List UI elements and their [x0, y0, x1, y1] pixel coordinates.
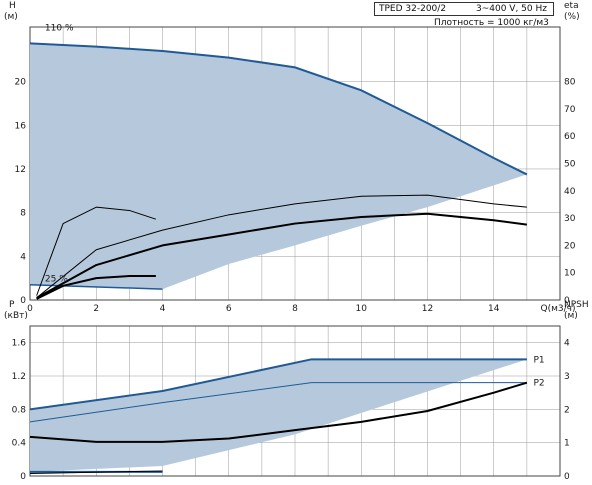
speed-min-label: 25 %: [45, 274, 68, 284]
head-x-tick-5: 10: [356, 304, 368, 314]
head-x-tick-3: 6: [226, 304, 232, 314]
head-series-eta-low: [36, 274, 156, 300]
power-series-low-inner: [29, 470, 163, 474]
pump-model: TPED 32-200/2: [379, 4, 447, 14]
head-max-curve: [29, 42, 528, 176]
info-box: TPED 32-200/2 3~400 V, 50 Hz: [374, 2, 554, 16]
head-y-tick-3: 12: [15, 165, 26, 175]
head-y2-tick-3: 30: [564, 214, 576, 224]
head-y-tick-0: 0: [20, 296, 26, 306]
head-y2-tick-5: 50: [564, 160, 576, 170]
power-series-p2: [29, 381, 528, 443]
power-y2-unit: (м): [564, 311, 578, 321]
head-series-eta-max: [36, 206, 157, 296]
head-y-tick-1: 4: [20, 252, 26, 262]
power-envelope-area: [30, 359, 527, 472]
power-series-p1-inner: [29, 382, 527, 423]
power-y2-tick-3: 3: [564, 372, 570, 382]
power-y-tick-4: 1.6: [12, 339, 27, 349]
power-y2-tick-0: 0: [564, 472, 570, 480]
head-x-tick-4: 8: [292, 304, 298, 314]
power-series-p1: [29, 358, 527, 411]
head-x-tick-6: 12: [422, 304, 433, 314]
head-x-tick-7: 14: [488, 304, 500, 314]
power-y-label: P: [9, 300, 15, 310]
head-y-unit: (м): [4, 12, 18, 22]
p1-label: P1: [534, 355, 545, 365]
head-y-label: H: [9, 1, 16, 11]
power-y-tick-2: 0.8: [12, 405, 27, 415]
head-y-tick-2: 8: [20, 209, 26, 219]
head-y2-tick-7: 70: [564, 105, 576, 115]
power-y-tick-0: 0: [20, 472, 26, 480]
head-y2-tick-4: 40: [564, 187, 576, 197]
head-envelope-area: [30, 43, 527, 290]
head-y-tick-4: 16: [15, 121, 27, 131]
power-plot-frame: [29, 325, 561, 477]
head-y2-tick-1: 10: [564, 269, 576, 279]
head-y2-unit: (%): [564, 12, 580, 22]
head-x-tick-1: 2: [93, 304, 99, 314]
head-x-tick-2: 4: [160, 304, 166, 314]
power-y-tick-1: 0.4: [12, 439, 27, 449]
power-y-tick-3: 1.2: [12, 372, 26, 382]
head-y2-tick-8: 80: [564, 78, 576, 88]
speed-max-label: 110 %: [45, 23, 74, 33]
head-y2-tick-2: 20: [564, 241, 576, 251]
head-x-label: Q(м3/ч): [541, 304, 576, 314]
head-y2-tick-6: 60: [564, 132, 576, 142]
head-x-tick-0: 0: [27, 304, 33, 314]
head-y-tick-5: 20: [15, 78, 27, 88]
power-y2-label: NPSH: [564, 300, 589, 310]
head-y2-label: eta: [564, 1, 579, 11]
head-series-eta-mid: [36, 212, 528, 299]
power-y-unit: (кВт): [4, 311, 28, 321]
density-label: Плотность = 1000 кг/м3: [434, 18, 549, 28]
power-y2-tick-1: 1: [564, 439, 570, 449]
p2-label: P2: [534, 379, 545, 389]
head-series-eta-upper: [36, 194, 527, 299]
head-y2-tick-0: 0: [564, 296, 570, 306]
power-supply: 3~400 V, 50 Hz: [476, 4, 547, 14]
power-y2-tick-2: 2: [564, 405, 570, 415]
power-y2-tick-4: 4: [564, 339, 570, 349]
